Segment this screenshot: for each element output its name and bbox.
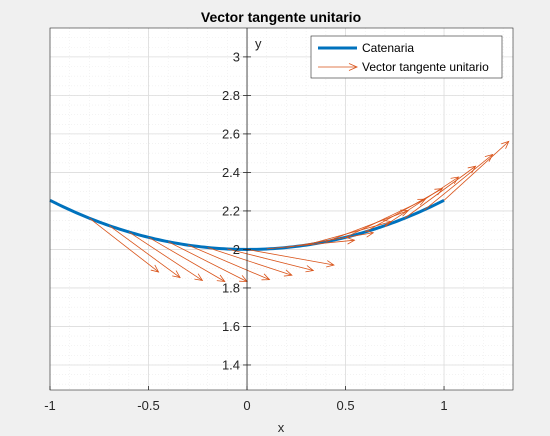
y-tick-label: 2.4	[222, 165, 240, 180]
chart-title: Vector tangente unitario	[201, 9, 361, 25]
tangent-vector	[384, 176, 460, 226]
x-tick-labels: -1 -0.5 0 0.5 1	[44, 398, 447, 413]
legend[interactable]: Catenaria Vector tangente unitario	[310, 35, 503, 79]
tangent-vector	[443, 140, 510, 201]
x-axis-label: x	[278, 420, 285, 435]
tangent-vector	[148, 236, 226, 282]
tangent-vector	[266, 237, 356, 250]
y-tick-label: 2.2	[222, 203, 240, 218]
x-tick-label: -0.5	[137, 398, 159, 413]
tangent-vector	[128, 231, 204, 281]
tangent-vector	[187, 244, 271, 281]
y-tick-label: 3	[233, 49, 240, 64]
tangent-vector	[424, 153, 494, 211]
y-tick-label: 2.8	[222, 88, 240, 103]
tangent-vector	[246, 249, 335, 268]
y-tick-label: 1.6	[222, 319, 240, 334]
y-tick-label: 2.6	[222, 126, 240, 141]
y-tick-label: 1.8	[222, 280, 240, 295]
axes-background	[50, 28, 513, 390]
legend-label-vector: Vector tangente unitario	[362, 60, 489, 74]
y-axis-label: y	[255, 36, 262, 51]
tangent-vector	[89, 217, 160, 273]
y-tick-label: 2	[233, 242, 240, 257]
legend-swatch-vector	[318, 63, 358, 71]
axes-box	[49, 27, 514, 391]
x-tick-label: 0.5	[336, 398, 354, 413]
tangent-vector	[227, 248, 315, 273]
y-tick-labels: 1.4 1.6 1.8 2 2.2 2.4 2.6 2.8 3	[222, 49, 240, 372]
x-tick-label: -1	[44, 398, 56, 413]
x-tick-label: 1	[440, 398, 447, 413]
x-tick-label: 0	[243, 398, 250, 413]
tangent-vector	[108, 225, 181, 279]
y-tick-label: 1.4	[222, 357, 240, 372]
tangent-vector	[207, 247, 293, 277]
legend-box	[310, 35, 503, 79]
legend-label-catenaria: Catenaria	[362, 41, 414, 55]
